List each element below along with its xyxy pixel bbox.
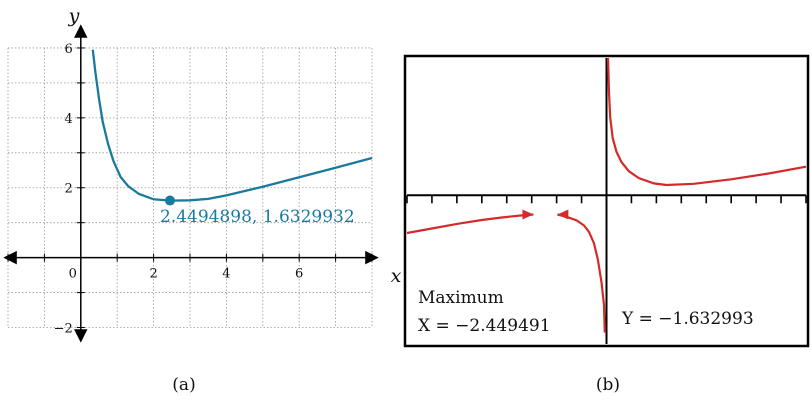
tick-labels: 0 2 4 6 6 4 2 −2 bbox=[54, 42, 304, 337]
trace-markers bbox=[522, 209, 569, 220]
trace-marker bbox=[557, 209, 569, 220]
y-tick-label: 4 bbox=[65, 112, 73, 127]
y-tick-label: 6 bbox=[65, 42, 73, 57]
screen-curve bbox=[606, 57, 807, 187]
panel-b-caption: (b) bbox=[596, 375, 620, 395]
grid bbox=[7, 47, 373, 328]
x-tick-label: 6 bbox=[295, 267, 303, 282]
x-axis-label: x bbox=[391, 265, 402, 287]
screen-curve bbox=[557, 213, 606, 333]
screen-text-y-value: Y = −1.632993 bbox=[621, 309, 754, 329]
axes bbox=[3, 24, 379, 343]
x-tick-label: 2 bbox=[149, 267, 157, 282]
screen-text-x-value: X = −2.449491 bbox=[418, 316, 551, 336]
y-axis-label: y bbox=[68, 5, 80, 27]
screen-curves bbox=[406, 57, 807, 333]
graph-panel-a: 0 2 4 6 6 4 2 −2 y x 2.4494898, 1.6329932 (a) bbox=[3, 5, 402, 395]
trace-marker bbox=[522, 209, 534, 220]
screen-tick-marks bbox=[406, 195, 807, 204]
x-tick-label: 0 bbox=[69, 267, 77, 282]
function-curve bbox=[91, 49, 373, 202]
minimum-point bbox=[164, 195, 175, 206]
calculator-screen-panel-b: Maximum X = −2.449491 Y = −1.632993 (b) bbox=[403, 54, 810, 395]
screen-curve bbox=[406, 213, 534, 235]
tick-marks bbox=[7, 47, 373, 329]
y-tick-label: 2 bbox=[65, 182, 73, 197]
minimum-point-label: 2.4494898, 1.6329932 bbox=[160, 207, 355, 227]
y-tick-label: −2 bbox=[54, 322, 73, 337]
x-tick-label: 4 bbox=[222, 267, 230, 282]
panel-a-caption: (a) bbox=[172, 375, 195, 395]
screen-text-maximum: Maximum bbox=[418, 288, 504, 308]
